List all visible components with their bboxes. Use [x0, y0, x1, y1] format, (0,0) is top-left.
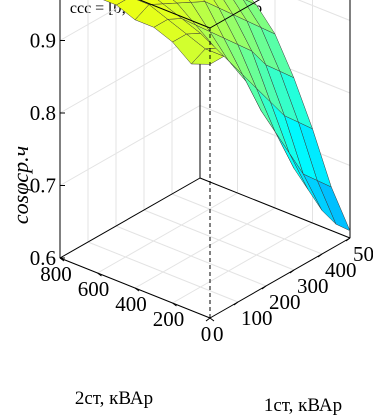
y-tick-label: 500: [353, 242, 373, 266]
x-tick: [209, 317, 215, 322]
y-tick-label: 300: [297, 274, 329, 298]
x-tick-label: 200: [153, 307, 185, 331]
x-axis-title: 2ст, кВАр: [75, 388, 153, 409]
z-axis-title: cosφср.ч: [8, 146, 33, 224]
y-tick: [205, 317, 211, 322]
y-tick: [345, 237, 351, 242]
y-tick-label: 200: [269, 290, 301, 314]
z-tick-label: 0.7: [30, 174, 56, 198]
gridline: [143, 209, 295, 271]
axis-line: [199, 177, 351, 239]
surface-facet: [103, 0, 126, 6]
surface-facet: [233, 0, 262, 28]
tick-labels: 020040060080001002003004005000.60.70.80.…: [30, 29, 373, 347]
y-tick: [233, 301, 239, 306]
x-tick-label: 600: [78, 277, 110, 301]
surface-facet: [223, 0, 248, 22]
gridline: [97, 192, 238, 274]
gridline: [87, 241, 239, 303]
y-tick-label: 0: [213, 322, 224, 346]
x-tick: [134, 287, 140, 292]
surface-facet: [172, 0, 192, 4]
gridline: [171, 193, 323, 255]
surface-facet: [203, 0, 220, 9]
z-axis-title-text: cosφср.ч: [8, 146, 33, 224]
gridline: [115, 225, 267, 287]
surface-facet: [213, 0, 234, 15]
y-tick: [289, 269, 295, 274]
axis-line: [59, 177, 201, 259]
surface-facet: [116, 0, 150, 21]
top-edge: [138, 0, 211, 29]
z-tick-label: 0.6: [30, 246, 56, 270]
y-tick: [317, 253, 323, 258]
x-tick: [97, 272, 102, 277]
surface-mesh: [103, 0, 351, 232]
x-tick-label: 400: [115, 292, 147, 316]
y-tick: [261, 285, 267, 290]
y-tick-label: 400: [325, 258, 357, 282]
y-axis-title: 1ст, кВАр: [264, 395, 342, 416]
surface-facet: [188, 0, 206, 3]
x-tick-label: 0: [201, 322, 212, 346]
y-tick-label: 100: [241, 306, 273, 330]
y-axis-line: [209, 237, 351, 319]
gridline: [297, 0, 351, 21]
gridline: [134, 207, 276, 289]
surface-facet: [157, 0, 178, 5]
gridline: [172, 222, 313, 304]
x-tick: [172, 302, 177, 307]
top-edge: [209, 0, 261, 29]
x-tick-label: 800: [40, 262, 72, 286]
gridline: [59, 105, 201, 186]
z-tick-label: 0.8: [30, 101, 56, 125]
z-tick-label: 0.9: [30, 29, 56, 53]
surface-facet: [245, 0, 257, 6]
